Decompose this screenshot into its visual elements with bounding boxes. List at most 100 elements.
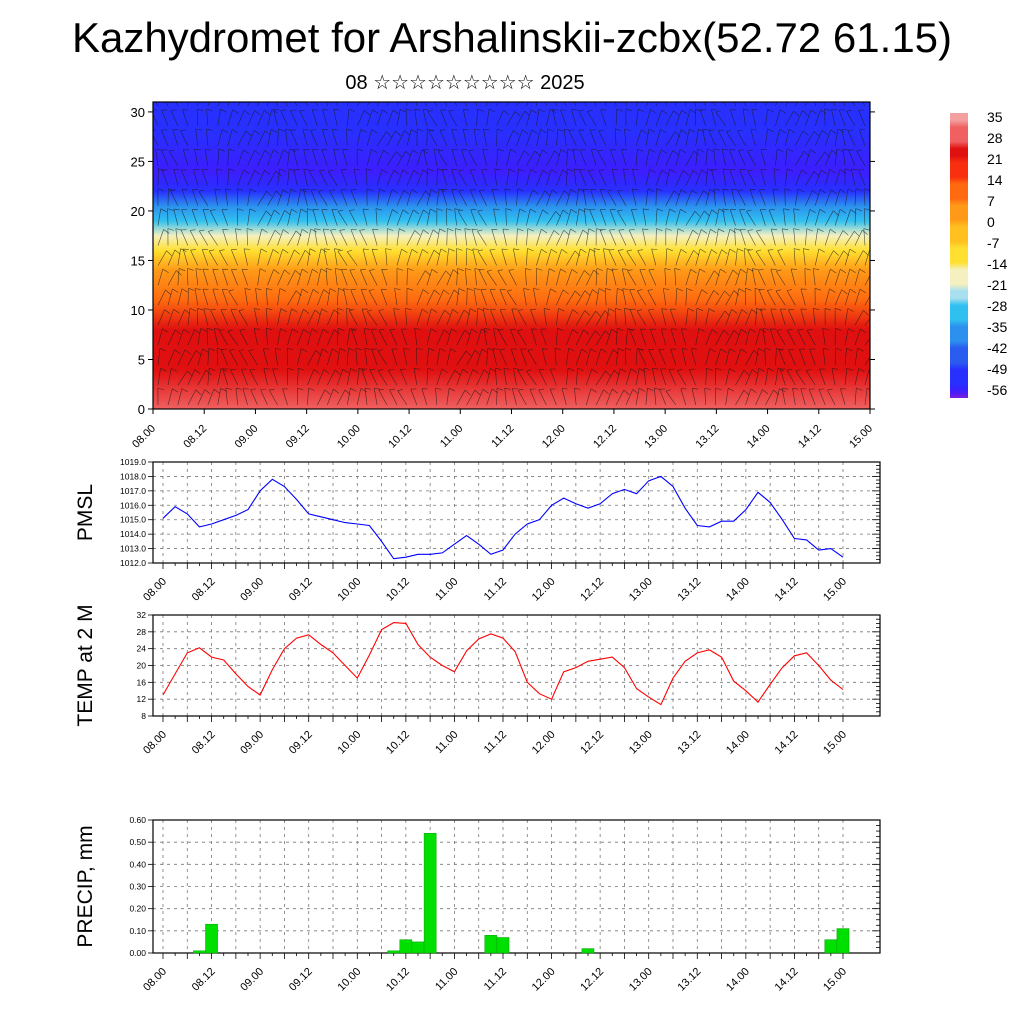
precip-bar xyxy=(399,939,413,954)
heatmap-x-tick-label: 08.12 xyxy=(181,423,209,451)
precip-bar xyxy=(484,935,498,954)
colorbar-label: 28 xyxy=(987,130,1003,146)
wind-barb-column xyxy=(715,102,740,406)
temp-x-tick-label: 11.00 xyxy=(433,729,460,756)
wind-barb-column xyxy=(818,102,839,406)
temp-x-tick-label: 11.12 xyxy=(482,729,509,756)
temp-series-line xyxy=(162,622,844,706)
colorbar-label: -56 xyxy=(987,382,1007,398)
wind-barb-column xyxy=(337,102,357,406)
temp-x-tick-label: 12.00 xyxy=(530,729,558,757)
pmsl-x-tick-label: 08.12 xyxy=(190,576,218,604)
pmsl-x-tick-label: 12.00 xyxy=(530,576,558,604)
temp-ylabel: TEMP at 2 M xyxy=(74,604,97,726)
precip-x-tick-label: 10.12 xyxy=(384,966,412,994)
wind-barb-column xyxy=(218,102,239,406)
heatmap-panel: 0 5 10 15 20 25 30 08.00 08.12 09.00 09.12 10.00 10.… xyxy=(130,101,875,451)
wind-barb-column xyxy=(280,102,302,406)
chart-title: Kazhydromet for Arshalinskii-zcbx(52.72 … xyxy=(71,14,953,61)
precip-y-tick-label: 0.00 xyxy=(129,948,146,958)
wind-barb-column xyxy=(497,102,521,406)
wind-barb-column xyxy=(626,102,648,406)
pmsl-y-tick-label: 1012.0 xyxy=(120,558,146,568)
precip-x-tick-label: 08.12 xyxy=(190,966,218,994)
precip-bar xyxy=(581,948,595,954)
wind-barb-column xyxy=(658,102,681,406)
precip-x-tick-label: 09.00 xyxy=(238,966,266,994)
wind-barb-column xyxy=(359,102,379,406)
wind-barb-column xyxy=(397,102,421,406)
wind-barb-column xyxy=(517,102,541,406)
temp-x-tick-label: 15.00 xyxy=(821,729,849,757)
precip-bar xyxy=(387,950,400,954)
wind-barb-column xyxy=(421,102,440,406)
wind-barb-column xyxy=(647,102,668,406)
heatmap-x-tick-label: 12.00 xyxy=(540,423,568,451)
temp-y-tick-label: 8 xyxy=(141,711,146,721)
precip-y-tick-label: 0.60 xyxy=(129,815,146,825)
temp-x-tick-label: 08.00 xyxy=(141,729,169,757)
heatmap-y-tick-label: 5 xyxy=(138,352,145,367)
precip-bar xyxy=(193,950,206,954)
wind-barb-column xyxy=(708,102,731,405)
heatmap-x-tick-label: 11.12 xyxy=(489,423,516,450)
precip-x-tick-label: 11.12 xyxy=(482,966,509,993)
precip-bar xyxy=(824,939,838,954)
wind-barb-column xyxy=(457,102,481,406)
wind-barb-column xyxy=(506,102,531,406)
wind-barb-column xyxy=(827,102,850,406)
wind-barbs xyxy=(153,102,870,406)
heatmap-x-tick-label: 09.12 xyxy=(284,423,312,451)
precip-x-tick-label: 08.00 xyxy=(141,966,169,994)
temp-x-tick-label: 10.12 xyxy=(384,729,412,757)
wind-barb-column xyxy=(367,102,392,406)
precip-x-tick-label: 10.00 xyxy=(335,966,363,994)
temp-y-tick-label: 16 xyxy=(137,677,147,687)
precip-bar xyxy=(411,941,425,954)
wind-barb-column xyxy=(410,102,431,406)
precip-grid xyxy=(153,820,880,953)
wind-barb-column xyxy=(805,102,831,406)
pmsl-x-tick-label: 08.00 xyxy=(141,576,169,604)
wind-barb-column xyxy=(248,102,272,406)
pmsl-x-tick-label: 15.00 xyxy=(821,576,849,604)
precip-ticks xyxy=(148,819,880,959)
heatmap-x-tick-label: 09.00 xyxy=(233,423,261,451)
heatmap-y-tick-label: 20 xyxy=(131,204,145,219)
wind-barb-column xyxy=(208,102,229,406)
wind-barb-column xyxy=(477,102,498,406)
colorbar-label: -28 xyxy=(987,298,1007,314)
chart-subtitle: 08 ☆☆☆☆☆☆☆☆☆ 2025 xyxy=(345,72,585,94)
temp-x-tick-label: 14.12 xyxy=(773,729,801,757)
precip-ylabel: PRECIP, mm xyxy=(74,825,97,947)
heatmap-y-tick-label: 15 xyxy=(131,253,145,268)
pmsl-ylabel: PMSL xyxy=(74,484,97,541)
wind-barb-column xyxy=(227,102,252,406)
temp-x-tick-label: 13.12 xyxy=(675,729,703,757)
temp-x-tick-label: 12.12 xyxy=(578,729,606,757)
heatmap-x-tick-label: 13.00 xyxy=(642,423,670,451)
wind-barb-column xyxy=(318,102,341,406)
wind-barb-column xyxy=(161,102,182,406)
heatmap-y-tick-label: 10 xyxy=(131,303,145,318)
wind-barb-column xyxy=(327,102,351,406)
wind-barb-column xyxy=(198,102,220,406)
wind-barb-column xyxy=(775,102,800,406)
pmsl-x-tick-label: 09.00 xyxy=(238,576,266,604)
temp-y-tick-label: 32 xyxy=(137,610,147,620)
wind-barb-column xyxy=(586,102,611,406)
wind-barb-column xyxy=(578,102,601,406)
heatmap-y-tick-label: 30 xyxy=(131,105,145,120)
temp-y-tick-label: 20 xyxy=(137,661,147,671)
wind-barb-column xyxy=(308,102,331,406)
colorbar-label: 0 xyxy=(987,214,995,230)
temp-x-tick-label: 09.00 xyxy=(238,729,266,757)
heatmap-y-tick-label: 25 xyxy=(131,154,145,169)
precip-x-tick-label: 09.12 xyxy=(287,966,315,994)
wind-barb-column xyxy=(560,102,581,406)
temp-grid xyxy=(153,615,880,716)
precip-x-tick-label: 14.00 xyxy=(724,966,752,994)
wind-barb-column xyxy=(180,102,202,406)
precip-bar xyxy=(496,937,510,954)
